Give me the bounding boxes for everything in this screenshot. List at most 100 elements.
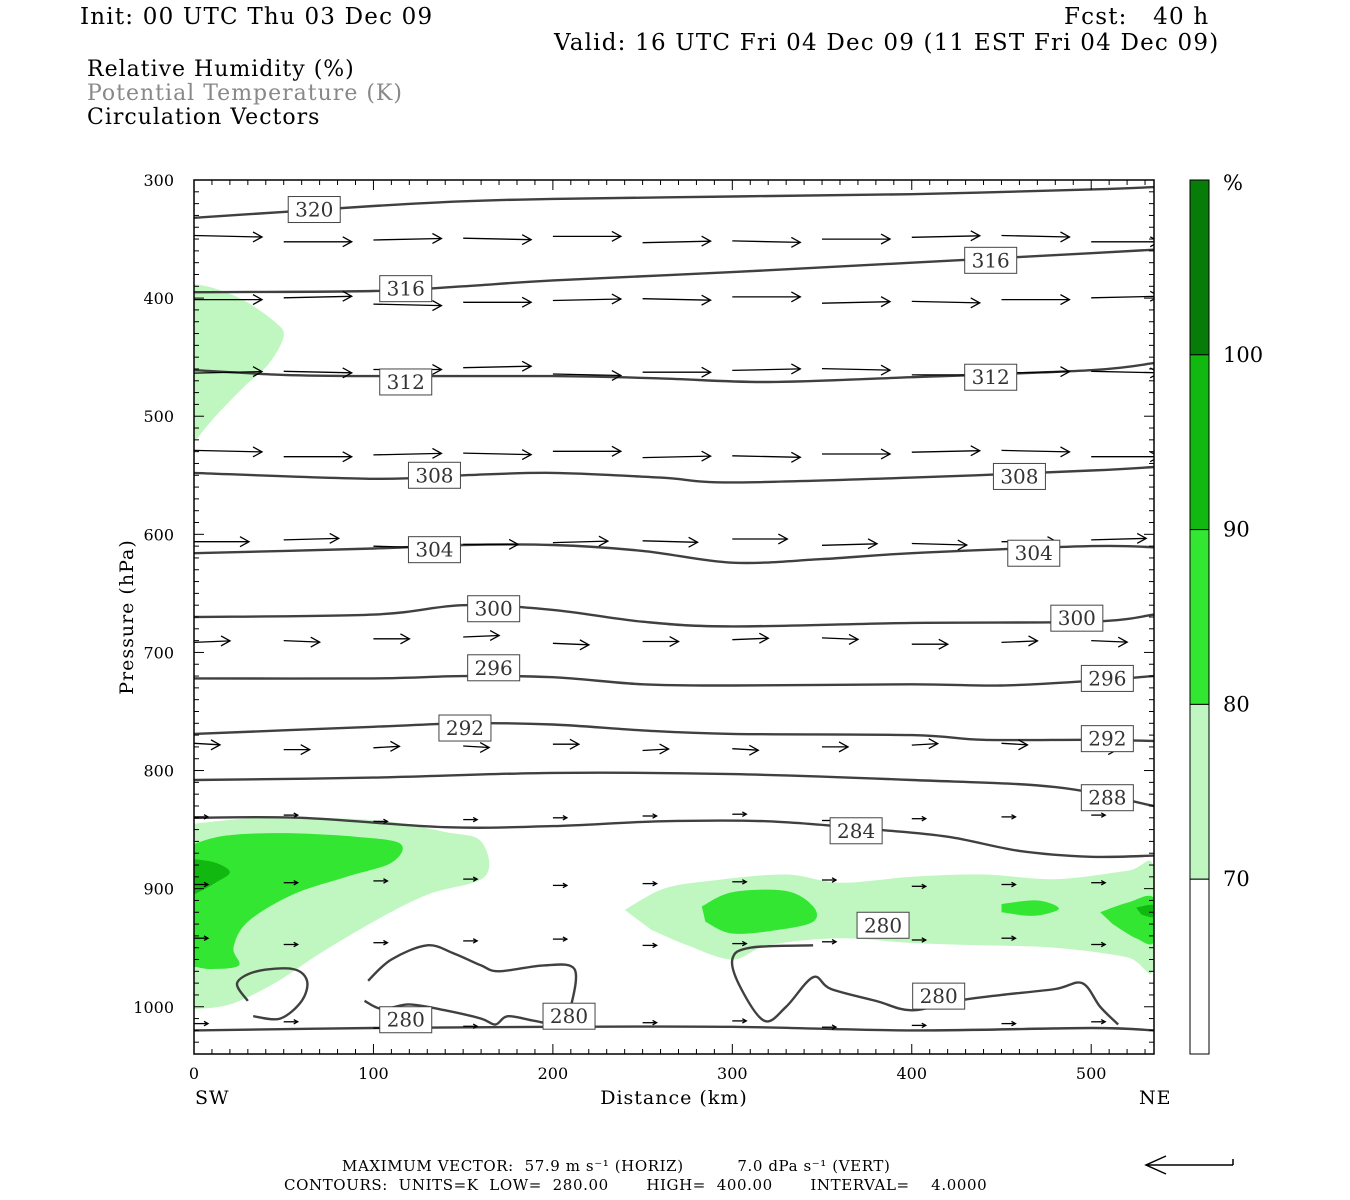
svg-text:312: 312 (972, 365, 1010, 389)
contour-label-296: 296 (467, 654, 521, 682)
vector-arrow (821, 538, 879, 550)
vector-arrow (373, 633, 411, 645)
vector-arrow (194, 231, 264, 243)
contour-label-304: 304 (1007, 539, 1061, 567)
colorbar-level-label: 100 (1223, 343, 1263, 367)
svg-text:308: 308 (415, 463, 453, 487)
y-tick-label: 800 (143, 762, 174, 781)
vector-arrow (194, 366, 264, 378)
vector-arrow (822, 741, 850, 753)
rh-region-4 (701, 889, 818, 934)
vector-arrow (822, 233, 892, 245)
svg-text:280: 280 (387, 1008, 425, 1032)
vector-arrow (283, 812, 300, 818)
y-tick-label: 700 (143, 643, 174, 662)
vector-arrow (194, 446, 264, 458)
vector-arrow (194, 1020, 210, 1027)
theta-contour-288 (194, 771, 1154, 808)
x-tick-label: 500 (1076, 1064, 1107, 1083)
vector-arrow (283, 532, 341, 544)
contour-label-300: 300 (467, 595, 521, 623)
vector-arrow (911, 738, 940, 750)
forecast-hour: Fcst: 40 h (1064, 4, 1210, 30)
vector-arrow (283, 879, 300, 886)
vector-arrow (373, 300, 443, 312)
vector-arrow (283, 636, 322, 648)
colorbar-segment (1189, 529, 1210, 705)
svg-text:304: 304 (1015, 541, 1053, 565)
vector-arrow (552, 639, 591, 651)
vector-arrow (552, 370, 623, 382)
contour-label-316: 316 (379, 275, 433, 303)
rh-region-7 (194, 859, 230, 895)
svg-text:316: 316 (387, 277, 425, 301)
theta-contour-300 (194, 603, 1154, 628)
vector-arrow (822, 1024, 838, 1030)
contour-label-280: 280 (542, 1002, 596, 1030)
vector-arrow (373, 232, 443, 244)
vector-arrow (283, 451, 354, 463)
rh-region-5 (1001, 900, 1059, 916)
contour-labels: 320 316 316 312 312 308 308 304 304 300 300 296 296 2… (287, 196, 1134, 1034)
vector-arrow (1001, 635, 1039, 647)
vector-arrow (194, 881, 210, 888)
vector-arrow (283, 941, 300, 948)
vector-arrow (1091, 290, 1154, 302)
rh-region-3 (194, 833, 403, 970)
vector-arrow (642, 450, 712, 462)
vector-arrow (1001, 935, 1017, 941)
x-tick-label: 100 (358, 1064, 389, 1083)
contour-label-308: 308 (407, 461, 461, 489)
vector-arrow (1091, 451, 1154, 463)
vector-arrow (1091, 812, 1107, 818)
theta-contour-296 (194, 674, 1154, 687)
vector-arrow (283, 1019, 300, 1025)
vector-arrow (463, 630, 501, 642)
y-tick-label: 1000 (133, 998, 174, 1017)
theta-contour-280 (194, 1025, 1154, 1032)
contour-label-316: 316 (964, 246, 1018, 274)
vector-arrow (911, 638, 950, 650)
colorbar-segment (1189, 703, 1210, 880)
vector-arrow (194, 814, 210, 820)
vector-arrow (552, 230, 623, 242)
vector-arrow (732, 1018, 748, 1024)
svg-text:284: 284 (837, 819, 875, 843)
vector-arrow (552, 882, 569, 889)
vector-arrow (732, 451, 802, 463)
theta-contour-280-segment-0 (235, 967, 309, 1021)
vector-arrow (732, 879, 748, 885)
theta-contour-280-segment-2 (730, 944, 1119, 1026)
y-tick-label: 500 (143, 407, 174, 426)
y-tick-label: 400 (143, 289, 174, 308)
vector-arrow (821, 296, 892, 308)
vector-arrow (822, 448, 892, 460)
maximum-vector-note: MAXIMUM VECTOR: 57.9 m s⁻¹ (HORIZ) 7.0 d… (342, 1157, 891, 1175)
contour-label-292: 292 (1080, 725, 1134, 753)
vector-arrow (1001, 881, 1017, 888)
y-tick-label: 900 (143, 880, 174, 899)
vector-arrow (373, 818, 389, 825)
contours-note: CONTOURS: UNITS=K LOW= 280.00 HIGH= 400.… (284, 1176, 988, 1194)
vector-arrow (911, 297, 982, 309)
vector-arrow (373, 740, 401, 752)
title-relative-humidity: Relative Humidity (%) (87, 57, 355, 82)
vector-arrow (1091, 1019, 1107, 1025)
svg-text:300: 300 (475, 597, 513, 621)
vector-arrow (911, 539, 969, 551)
vector-arrow (911, 815, 928, 822)
colorbar: 100 90 80 70% (1189, 171, 1263, 1055)
vector-arrow (1091, 367, 1154, 379)
vector-arrow (194, 739, 222, 751)
colorbar-segment (1189, 354, 1210, 531)
y-tick-label: 600 (143, 525, 174, 544)
svg-text:296: 296 (475, 656, 513, 680)
svg-text:320: 320 (295, 198, 333, 222)
contour-label-284: 284 (829, 817, 883, 845)
theta-contour-284 (194, 815, 1154, 859)
vector-arrow (1091, 879, 1107, 886)
vector-arrow (463, 1023, 479, 1030)
vector-arrow (642, 743, 670, 755)
vector-arrow (552, 936, 569, 942)
